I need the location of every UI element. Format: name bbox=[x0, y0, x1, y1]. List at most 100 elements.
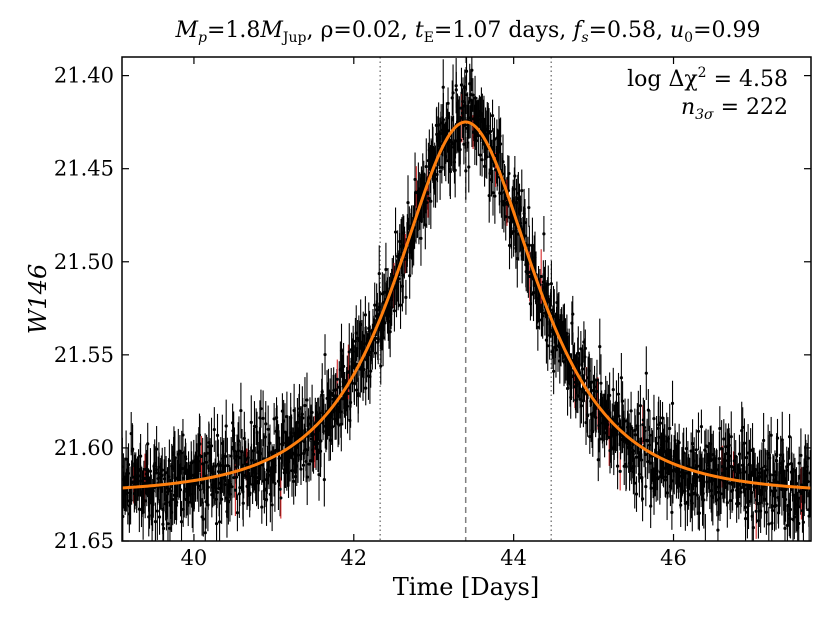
data-point bbox=[725, 500, 729, 505]
data-point bbox=[574, 398, 578, 402]
data-point bbox=[304, 459, 308, 464]
data-point bbox=[177, 473, 181, 477]
data-point bbox=[165, 500, 169, 504]
data-point bbox=[740, 429, 744, 433]
data-point bbox=[582, 340, 586, 344]
data-point bbox=[471, 93, 475, 97]
data-point bbox=[171, 497, 175, 502]
data-point bbox=[538, 306, 542, 310]
data-point bbox=[727, 454, 732, 458]
data-point bbox=[464, 93, 468, 97]
data-point bbox=[278, 456, 282, 460]
data-point bbox=[728, 481, 732, 485]
data-point bbox=[597, 423, 601, 428]
y-tick-label: 21.50 bbox=[54, 250, 114, 274]
data-point bbox=[153, 461, 157, 465]
data-point bbox=[579, 404, 584, 408]
data-point bbox=[768, 473, 772, 477]
data-point bbox=[521, 227, 526, 231]
data-point bbox=[657, 435, 661, 439]
data-point bbox=[688, 472, 692, 476]
data-point bbox=[286, 470, 291, 475]
data-point bbox=[392, 309, 397, 313]
data-point bbox=[339, 422, 343, 426]
data-point bbox=[496, 150, 500, 155]
data-point bbox=[732, 459, 736, 463]
data-point bbox=[581, 399, 586, 403]
data-point bbox=[502, 203, 506, 207]
data-point bbox=[627, 461, 632, 465]
data-point bbox=[467, 116, 471, 120]
data-point bbox=[273, 481, 277, 486]
data-point bbox=[785, 465, 789, 469]
data-point bbox=[433, 177, 438, 181]
data-point bbox=[756, 519, 761, 523]
data-point bbox=[124, 492, 128, 496]
data-point bbox=[335, 394, 339, 398]
data-point bbox=[401, 273, 405, 277]
data-point bbox=[188, 492, 192, 496]
data-point bbox=[206, 503, 210, 507]
data-point bbox=[620, 399, 625, 403]
data-point bbox=[689, 449, 693, 453]
data-point bbox=[734, 454, 738, 459]
data-point bbox=[587, 369, 591, 373]
data-point bbox=[463, 85, 467, 89]
data-point bbox=[508, 216, 513, 220]
data-point bbox=[374, 336, 378, 340]
data-point bbox=[495, 136, 499, 140]
data-point bbox=[708, 452, 712, 457]
data-point bbox=[640, 475, 644, 480]
data-point bbox=[664, 452, 668, 456]
data-point bbox=[581, 374, 585, 378]
data-point bbox=[679, 482, 684, 486]
data-point bbox=[707, 470, 711, 474]
x-tick-label: 46 bbox=[660, 546, 687, 570]
data-point bbox=[695, 475, 699, 479]
data-point bbox=[241, 490, 245, 494]
data-point bbox=[331, 393, 335, 398]
data-point bbox=[646, 408, 650, 412]
data-point bbox=[245, 484, 249, 488]
data-point bbox=[275, 425, 279, 430]
data-point bbox=[397, 277, 401, 281]
data-point bbox=[451, 91, 455, 95]
data-point bbox=[583, 355, 587, 359]
data-point bbox=[297, 435, 301, 439]
data-point bbox=[742, 441, 747, 445]
data-point bbox=[576, 394, 580, 398]
data-point bbox=[719, 492, 723, 496]
data-point bbox=[693, 491, 697, 495]
data-point bbox=[617, 422, 621, 426]
data-point bbox=[408, 274, 412, 278]
data-point bbox=[746, 499, 751, 504]
data-point bbox=[321, 421, 325, 425]
data-point bbox=[448, 170, 452, 174]
data-point bbox=[356, 394, 360, 398]
data-point bbox=[630, 450, 634, 454]
data-point bbox=[381, 336, 385, 340]
data-point bbox=[700, 474, 704, 478]
data-point bbox=[486, 124, 490, 128]
data-point bbox=[172, 493, 177, 497]
data-point bbox=[426, 191, 430, 196]
data-point bbox=[322, 478, 326, 482]
data-point bbox=[757, 501, 761, 506]
data-point bbox=[658, 421, 663, 425]
data-point bbox=[512, 187, 516, 191]
data-point bbox=[746, 451, 750, 455]
data-point bbox=[373, 351, 378, 355]
data-point bbox=[339, 410, 343, 414]
data-point bbox=[222, 464, 226, 468]
data-point bbox=[478, 114, 482, 118]
data-point bbox=[696, 429, 701, 433]
data-point bbox=[699, 478, 703, 482]
data-point bbox=[633, 433, 637, 437]
data-point bbox=[277, 448, 281, 452]
data-point bbox=[478, 153, 482, 157]
data-point bbox=[461, 99, 465, 104]
data-point bbox=[184, 497, 188, 502]
data-point bbox=[723, 480, 727, 485]
data-point bbox=[452, 160, 457, 164]
data-point bbox=[796, 525, 800, 530]
